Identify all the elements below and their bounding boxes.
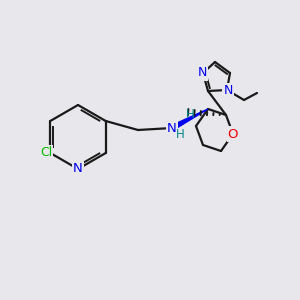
Text: Cl: Cl [40,146,52,158]
Text: H: H [186,107,194,121]
Text: N: N [167,122,177,134]
Text: H: H [176,128,184,140]
Polygon shape [171,109,208,130]
Text: N: N [73,163,83,176]
Text: O: O [228,128,238,140]
Text: N: N [197,67,207,80]
Text: N: N [223,83,233,97]
